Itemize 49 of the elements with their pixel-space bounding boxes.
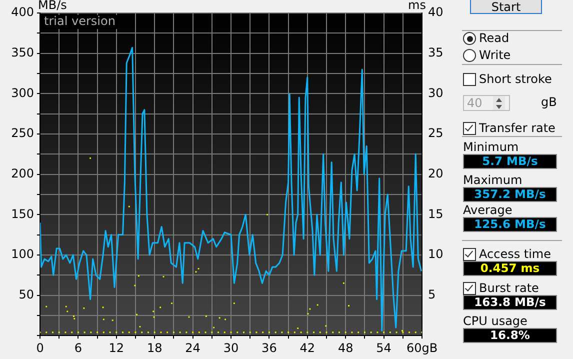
y-tick-label: 250 xyxy=(11,126,34,140)
x-tick-label: 0 xyxy=(36,340,44,355)
text: Read xyxy=(479,31,510,45)
text: 357.2 MB/s xyxy=(463,187,557,202)
y2-tick-label: 40 xyxy=(428,5,444,20)
y-tick-label: 150 xyxy=(11,206,34,221)
x-tick-label: 42 xyxy=(300,340,316,355)
x-tick-label: 24 xyxy=(185,340,200,355)
text: Maximum xyxy=(463,173,522,187)
annotation: trial version xyxy=(44,14,116,28)
text: Write xyxy=(479,48,511,62)
x-tick-label: 18 xyxy=(146,340,162,355)
x-tick-label: 54 xyxy=(376,340,392,355)
x-tick-label: 60gB xyxy=(406,340,438,355)
text: Burst rate xyxy=(479,281,539,295)
y2-tick-label: 10 xyxy=(428,247,444,262)
y2-tick-label: 20 xyxy=(428,166,444,180)
y2-tick-label: 5 xyxy=(428,287,436,302)
y2-tick-label: 30 xyxy=(428,86,444,100)
text: Short stroke xyxy=(479,72,552,86)
y2-tick-label: 25 xyxy=(428,126,444,140)
y-tick-label: 400 xyxy=(11,5,34,20)
text: Transfer rate xyxy=(479,121,556,135)
text: 5.7 MB/s xyxy=(463,154,557,169)
text: 125.6 MB/s xyxy=(463,217,557,232)
text: 16.8% xyxy=(463,328,557,343)
x-tick-label: 36 xyxy=(262,340,277,355)
text: Access time xyxy=(479,247,552,261)
y-tick-label: 200 xyxy=(11,166,34,180)
x-tick-label: 6 xyxy=(74,340,82,355)
y-tick-label: 50 xyxy=(18,287,34,302)
text: 0.457 ms xyxy=(463,261,557,276)
y-axis-title: MB/s xyxy=(38,0,67,12)
y2-tick-label: 15 xyxy=(428,206,444,221)
text: Start xyxy=(470,0,542,14)
text: CPU usage xyxy=(463,314,528,328)
x-tick-label: 12 xyxy=(108,340,124,355)
y-tick-label: 350 xyxy=(11,45,34,60)
text: Average xyxy=(463,203,512,217)
text: 40 xyxy=(463,95,510,111)
text: 163.8 MB/s xyxy=(463,295,557,310)
y-tick-label: 300 xyxy=(11,86,34,100)
y2-axis-title: ms xyxy=(408,0,426,12)
text: Minimum xyxy=(463,140,519,154)
x-tick-label: 30 xyxy=(223,340,239,355)
text: gB xyxy=(541,95,557,109)
y2-tick-label: 35 xyxy=(428,45,444,60)
x-tick-label: 48 xyxy=(338,340,354,355)
y-tick-label: 100 xyxy=(11,247,34,262)
